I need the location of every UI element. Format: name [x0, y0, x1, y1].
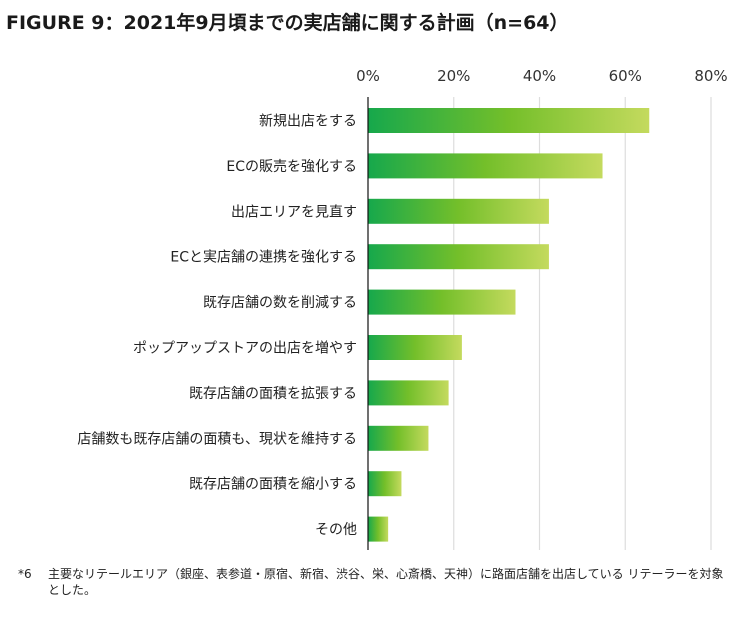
- chart-title: FIGURE 9：2021年9月頃までの実店舗に関する計画（n=64）: [6, 12, 569, 34]
- category-label: 既存店舗の面積を拡張する: [189, 386, 357, 402]
- bars: [368, 108, 650, 542]
- x-tick-label: 40%: [523, 67, 556, 85]
- category-label: その他: [315, 522, 357, 538]
- bar: [368, 471, 402, 497]
- category-label: 既存店舗の面積を縮小する: [189, 477, 357, 493]
- category-label: ECと実店舗の連携を強化する: [170, 250, 357, 266]
- category-label: ポップアップストアの出店を増やす: [133, 341, 357, 357]
- footnote-text: 主要なリテールエリア（銀座、表参道・原宿、新宿、渋谷、栄、心斎橋、天神）に路面店…: [48, 567, 724, 597]
- footnote-mark: *6: [18, 567, 32, 581]
- x-tick-label: 20%: [437, 67, 470, 85]
- bar: [368, 108, 650, 133]
- x-tick-label: 60%: [609, 67, 642, 85]
- bar: [368, 335, 462, 360]
- bar: [368, 516, 389, 542]
- category-label: 新規出店をする: [259, 114, 357, 130]
- x-tick-labels: 0% 20% 40% 60% 80%: [356, 67, 728, 85]
- bar: [368, 380, 449, 406]
- category-label: 既存店舗の数を削減する: [203, 294, 357, 311]
- category-label: 店舗数も既存店舗の面積も、現状を維持する: [77, 431, 357, 447]
- bar: [368, 198, 549, 224]
- bar: [368, 425, 429, 451]
- bar: [368, 153, 603, 179]
- bar: [368, 244, 549, 270]
- bar: [368, 289, 516, 315]
- category-label: 出店エリアを見直す: [231, 203, 357, 220]
- footnote: *6 主要なリテールエリア（銀座、表参道・原宿、新宿、渋谷、栄、心斎橋、天神）に…: [18, 566, 733, 598]
- x-tick-label: 0%: [356, 67, 380, 85]
- category-label: ECの販売を強化する: [226, 159, 357, 175]
- x-tick-label: 80%: [694, 67, 727, 85]
